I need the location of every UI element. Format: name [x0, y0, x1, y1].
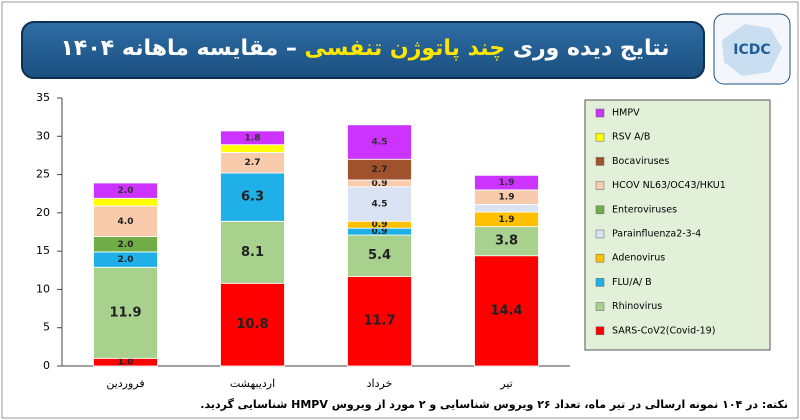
legend-label: RSV A/B [612, 132, 650, 143]
legend-label: Enteroviruses [612, 204, 677, 215]
bar-segment [474, 226, 539, 257]
data-label: 11.7 [363, 314, 395, 329]
data-label: 2.0 [118, 240, 134, 250]
legend-label: Bocaviruses [612, 156, 669, 167]
data-label: 4.5 [372, 138, 388, 148]
data-label: 0.9 [372, 220, 388, 230]
legend-label: Adenovirus [612, 253, 665, 264]
y-tick-label: 25 [36, 168, 50, 181]
legend-box [584, 99, 771, 351]
data-label: 8.1 [241, 245, 264, 260]
legend-swatch [595, 132, 605, 142]
data-label: 2.7 [372, 165, 388, 175]
bar-segment [93, 197, 158, 207]
data-label: 2.7 [245, 158, 261, 168]
data-label: 1.9 [499, 215, 515, 225]
x-tick-label: اردیبهشت [230, 377, 275, 390]
data-label: 3.8 [495, 234, 518, 249]
title: نتایج دیده وری چند پاتوژن تنفسی – مقایسه… [30, 26, 700, 72]
bar-segment [347, 276, 412, 367]
bar-segment [347, 124, 412, 160]
legend-label: HCOV NL63/OC43/HKU1 [612, 180, 726, 191]
y-tick-label: 35 [36, 91, 50, 104]
x-tick-label: فروردین [106, 377, 144, 390]
bar-segment [220, 144, 285, 153]
title-highlight: چند پاتوژن تنفسی [304, 36, 506, 61]
legend-label: HMPV [612, 108, 640, 119]
footer-note: نکته: در ۱۰۴ نمونه ارسالی در تیر ماه، تع… [200, 398, 788, 411]
bar-segment [93, 205, 158, 237]
legend-label: FLU/A/ B [612, 277, 652, 288]
logo-text: ICDC [733, 42, 770, 58]
y-tick-label: 0 [43, 359, 50, 372]
legend-swatch [595, 157, 605, 166]
legend-swatch [595, 278, 605, 287]
x-tick-label: خرداد [367, 377, 393, 390]
bar-segment [93, 182, 158, 199]
legend-swatch [595, 108, 605, 118]
legend-swatch [595, 181, 605, 190]
y-tick-label: 15 [36, 244, 50, 257]
bar-segment [474, 204, 539, 213]
y-tick-label: 5 [43, 321, 50, 334]
bar-segment [220, 130, 285, 146]
bar-segment [474, 174, 539, 191]
y-tick-label: 30 [36, 129, 50, 142]
legend-swatch [595, 229, 605, 239]
data-label: 6.3 [241, 190, 264, 205]
bar-segment [347, 186, 412, 222]
data-label: 11.9 [109, 305, 141, 320]
data-label: 2.0 [118, 186, 134, 196]
data-label: 5.4 [368, 248, 391, 263]
data-label: 1.9 [499, 193, 515, 203]
data-label: 4.5 [372, 200, 388, 210]
data-label: 4.0 [118, 217, 134, 227]
data-label: 1.9 [499, 178, 515, 188]
bar-segment [93, 266, 158, 359]
legend-label: Parainfluenza2-3-4 [612, 229, 701, 240]
x-tick-label: تیر [499, 377, 512, 390]
legend-label: Rhinovirus [612, 301, 662, 312]
bar-segment [474, 255, 539, 367]
y-tick-label: 10 [36, 282, 50, 295]
y-tick-label: 20 [36, 206, 50, 219]
bar-segment [220, 172, 285, 222]
logo-map [722, 24, 782, 76]
legend-swatch [595, 326, 605, 336]
data-label: 0.9 [372, 227, 388, 237]
data-label: 0.9 [372, 179, 388, 189]
data-label: 14.4 [490, 303, 522, 318]
bar-segment [220, 220, 285, 284]
title-start: نتایج دیده وری [512, 36, 670, 61]
legend-label: SARS-CoV2(Covid-19) [612, 325, 715, 336]
header-banner [21, 21, 705, 79]
bar-segment [220, 282, 285, 367]
data-label: 1.0 [118, 358, 134, 368]
data-label: 1.8 [245, 133, 261, 143]
title-end: – مقایسه ماهانه ۱۴۰۴ [60, 36, 297, 61]
legend-swatch [595, 205, 605, 215]
data-label: 2.0 [118, 255, 134, 265]
data-label: 10.8 [236, 317, 268, 332]
bar-segment [347, 234, 412, 277]
legend-swatch [595, 253, 605, 263]
legend-swatch [595, 302, 605, 311]
